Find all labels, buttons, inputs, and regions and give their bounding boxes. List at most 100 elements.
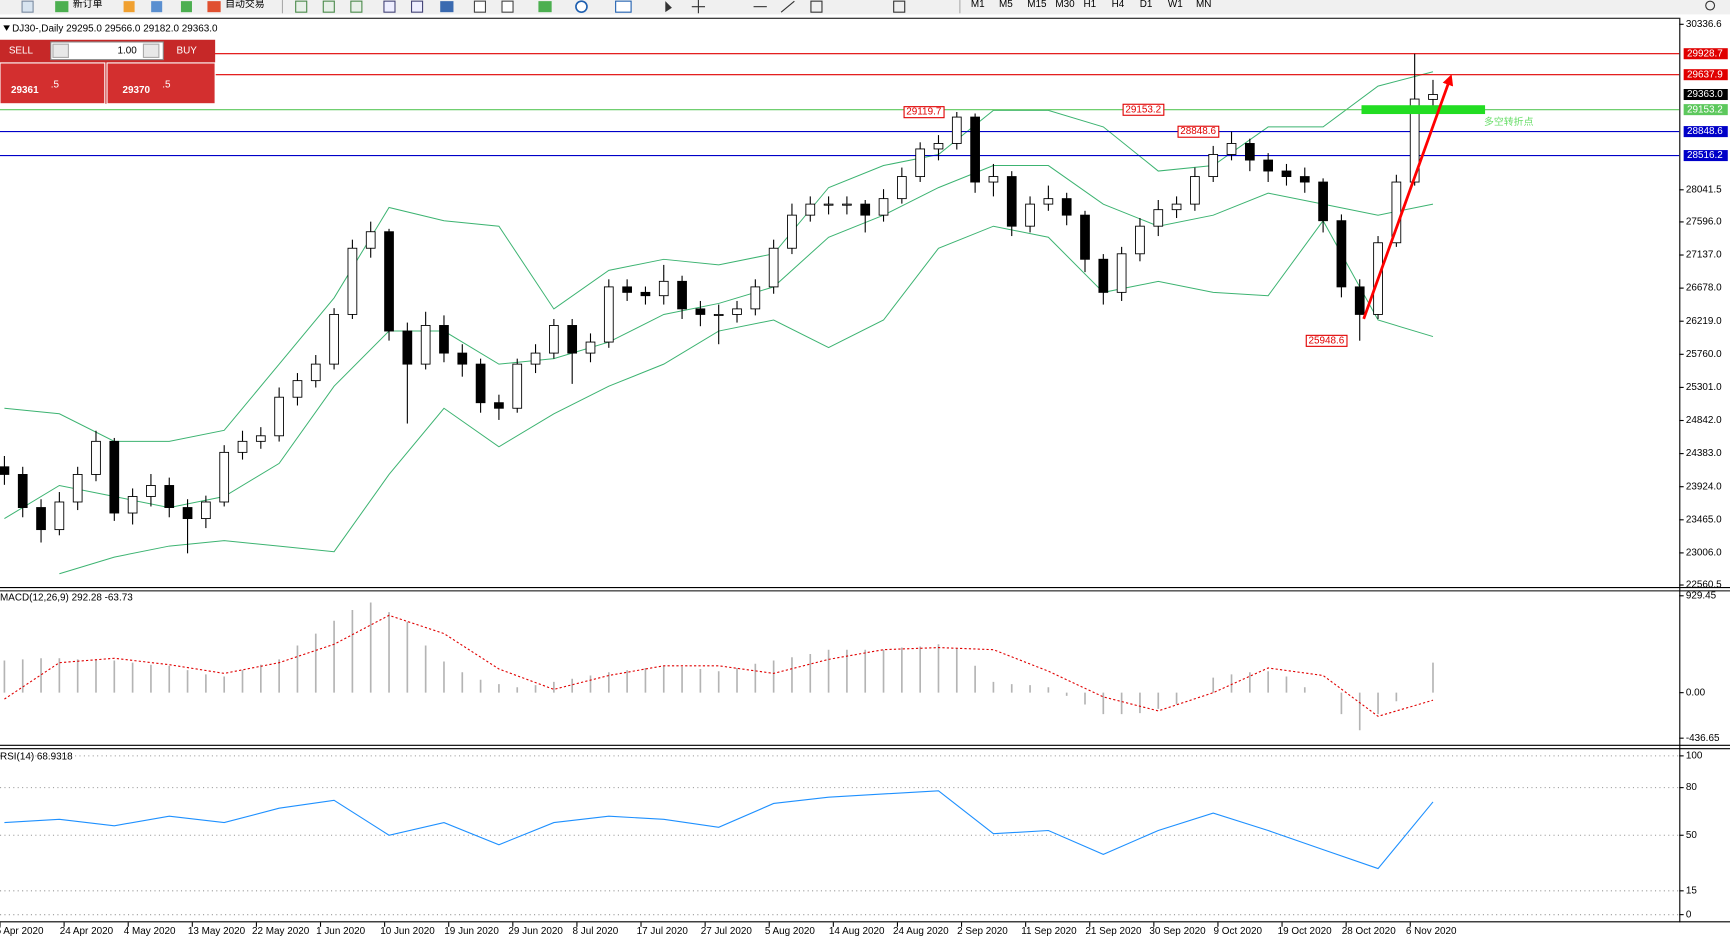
candle-body <box>1244 143 1255 161</box>
buy-button[interactable]: BUY <box>177 45 198 56</box>
annotation-box <box>903 106 945 119</box>
candle-body <box>1153 209 1164 227</box>
candle-body <box>768 247 779 288</box>
x-tick-label: 14 Aug 2020 <box>829 926 885 937</box>
candle-body <box>17 474 28 508</box>
icon[interactable] <box>21 0 34 13</box>
candle-body <box>1409 98 1420 183</box>
candle-body <box>201 501 211 520</box>
candle-body <box>420 325 431 365</box>
icon[interactable] <box>893 0 906 13</box>
volume[interactable]: 1.00 <box>118 45 138 56</box>
price-level-label: 29153.2 <box>1687 104 1723 115</box>
y-tick-label: 100 <box>1686 750 1703 761</box>
price-level-tag <box>1683 69 1728 81</box>
candle-body <box>457 352 468 365</box>
y-tick-label: 25760.0 <box>1686 349 1722 360</box>
spin-up[interactable] <box>142 43 160 58</box>
sell-button[interactable]: SELL <box>9 45 34 56</box>
icon[interactable] <box>350 0 363 13</box>
candle-body <box>1116 253 1127 293</box>
price-level-tag <box>1683 126 1728 138</box>
y-tick-label: 28041.5 <box>1686 184 1722 195</box>
band-upper <box>4 71 1434 442</box>
y-tick-label: 0.00 <box>1686 687 1706 698</box>
candle-body <box>109 440 120 514</box>
icon[interactable] <box>780 0 795 13</box>
ask-button[interactable] <box>106 62 216 105</box>
candle-body <box>1354 286 1365 315</box>
candle-body <box>878 198 889 216</box>
candle-body <box>1336 220 1347 288</box>
x-tick-label: 22 May 2020 <box>252 926 310 937</box>
y-tick-label: 0 <box>1686 909 1692 920</box>
candle-body <box>1098 258 1109 293</box>
y-tick-label: 23006.0 <box>1686 548 1722 559</box>
bid-main: 29361 <box>11 85 39 96</box>
candle-body <box>970 116 980 183</box>
candle-body <box>36 507 46 531</box>
icon[interactable] <box>615 0 632 13</box>
timeframe-button: D1 <box>1140 0 1153 10</box>
price-level-label: 29637.9 <box>1687 69 1723 80</box>
price-annotation: 29153.2 <box>1125 104 1161 115</box>
candle-body <box>1428 94 1438 100</box>
y-tick-label: 24383.0 <box>1686 448 1722 459</box>
candle-body <box>530 352 541 365</box>
macd-plot <box>3 602 1434 731</box>
price-level-label: 29928.7 <box>1687 48 1723 59</box>
spin-down[interactable] <box>52 43 69 58</box>
candle-body <box>0 466 10 475</box>
candle-body <box>219 451 230 503</box>
auto-trading-button[interactable]: 自动交易 <box>225 0 265 10</box>
crosshair-icon[interactable] <box>691 0 706 14</box>
x-tick-label: 28 Oct 2020 <box>1342 926 1396 937</box>
icon[interactable] <box>55 1 69 13</box>
icon[interactable] <box>180 1 192 13</box>
x-tick-label: 11 Sep 2020 <box>1021 926 1077 937</box>
y-tick-label: 15 <box>1686 885 1698 896</box>
icon[interactable] <box>538 1 552 13</box>
icon[interactable] <box>383 0 396 13</box>
candle-body <box>732 308 742 315</box>
icon[interactable] <box>440 1 454 13</box>
symbol-arrow <box>3 25 10 31</box>
new-order-button[interactable]: 新订单 <box>73 0 103 10</box>
icon[interactable] <box>473 0 487 13</box>
icon[interactable] <box>810 0 823 13</box>
volume-box[interactable] <box>50 41 164 61</box>
icon[interactable] <box>410 0 424 13</box>
candle-body <box>915 148 926 178</box>
y-tick-label: 27137.0 <box>1686 250 1722 261</box>
y-tick-label: 50 <box>1686 830 1698 841</box>
annotation-box <box>1305 334 1348 347</box>
icon[interactable] <box>295 0 308 13</box>
icon[interactable] <box>322 0 335 13</box>
y-tick-label: 80 <box>1686 782 1698 793</box>
bid-button[interactable] <box>0 62 106 105</box>
ask-main: 29370 <box>122 85 150 96</box>
y-tick-label: 27596.0 <box>1686 217 1722 228</box>
candle-body <box>402 330 413 365</box>
icon[interactable] <box>151 1 163 13</box>
icon[interactable] <box>207 1 221 13</box>
candle-body <box>512 363 523 409</box>
candle-body <box>182 507 193 520</box>
icon[interactable] <box>501 0 514 13</box>
y-tick-label: 929.45 <box>1686 590 1717 601</box>
search-icon[interactable] <box>1705 0 1716 11</box>
x-tick-label: 4 May 2020 <box>124 926 176 937</box>
candle-body <box>384 231 394 332</box>
candle-body <box>896 176 907 200</box>
icon[interactable] <box>123 1 135 13</box>
timeframe-button: M5 <box>999 0 1013 10</box>
candle-body <box>1043 198 1054 205</box>
candle-body <box>1171 203 1182 211</box>
icon[interactable] <box>575 0 588 14</box>
candle-body <box>1281 170 1292 178</box>
cursor-icon[interactable] <box>665 1 672 13</box>
candle-body <box>164 485 175 508</box>
x-tick-label: 27 Jul 2020 <box>701 926 753 937</box>
